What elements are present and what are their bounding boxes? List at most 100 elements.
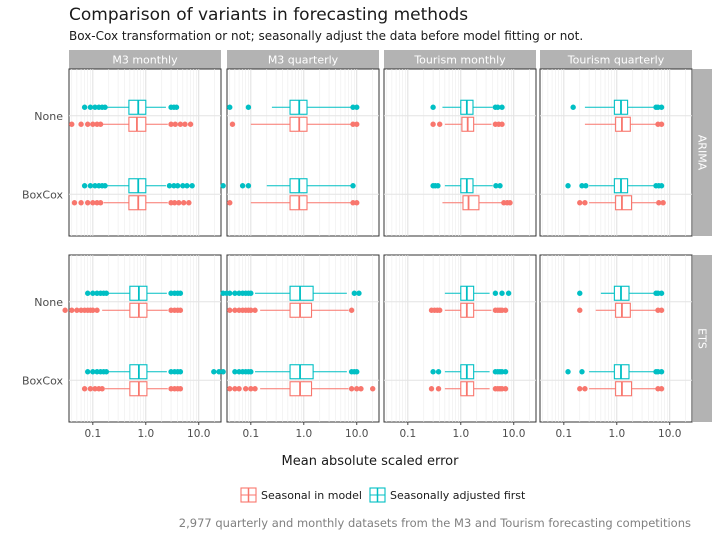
outlier-point [579, 369, 585, 375]
facet-panel [62, 254, 222, 423]
outlier-point [171, 183, 177, 189]
facet-strip-row [693, 255, 712, 422]
outlier-point [502, 386, 509, 392]
box-adjusted [577, 285, 665, 301]
outlier-point [69, 121, 75, 127]
facet-panel [220, 68, 380, 237]
outlier-point [81, 183, 88, 189]
outlier-point [85, 200, 91, 206]
box-seasonal [428, 302, 509, 318]
outlier-point [248, 290, 254, 296]
facet-strip [69, 50, 221, 69]
outlier-point [435, 183, 441, 189]
panel-border [539, 68, 693, 237]
outlier-point [62, 307, 68, 313]
outlier-point [87, 104, 94, 110]
panel-border [68, 68, 222, 237]
outlier-point [171, 200, 178, 206]
outlier-point [176, 200, 182, 206]
outlier-point [430, 104, 436, 110]
facet-row-label: ETS [696, 328, 709, 349]
outlier-point [658, 183, 665, 189]
outlier-point [350, 183, 356, 189]
outlier-point [99, 386, 105, 392]
outlier-point [245, 104, 252, 110]
x-tick-label: 0.1 [555, 428, 572, 440]
outlier-point [177, 121, 184, 127]
box-adjusted [565, 364, 665, 380]
outlier-point [570, 104, 576, 110]
outlier-point [430, 121, 436, 127]
panel-border [68, 254, 222, 423]
outlier-point [583, 183, 589, 189]
outlier-point [232, 307, 238, 313]
box-body [462, 195, 480, 211]
outlier-point [227, 290, 233, 296]
outlier-point [103, 290, 110, 296]
box-adjusted [570, 99, 665, 115]
outlier-point [236, 386, 242, 392]
outlier-point [499, 104, 505, 110]
outlier-point [184, 183, 190, 189]
box-seasonal [442, 195, 513, 211]
outlier-point [78, 121, 84, 127]
outlier-point [499, 121, 505, 127]
outlier-point [437, 121, 443, 127]
outlier-point [85, 121, 91, 127]
chart-caption: 2,977 quarterly and monthly datasets fro… [179, 516, 691, 530]
outlier-point [174, 183, 181, 189]
outlier-point [211, 369, 217, 375]
outlier-point [248, 386, 254, 392]
box-adjusted [85, 285, 184, 301]
outlier-point [582, 386, 588, 392]
y-tick-label: BoxCox [22, 188, 64, 201]
facet-strip [227, 50, 379, 69]
box-adjusted [227, 99, 360, 115]
outlier-point [354, 121, 360, 127]
outlier-point [92, 386, 98, 392]
box-seasonal [428, 381, 509, 397]
outlier-point [354, 104, 360, 110]
x-tick-label: 10.0 [658, 428, 681, 440]
legend-label: Seasonally adjusted first [390, 489, 526, 502]
outlier-point [102, 183, 108, 189]
y-tick-label: None [34, 296, 63, 309]
outlier-point [74, 307, 80, 313]
outlier-point [248, 307, 254, 313]
outlier-point [492, 290, 499, 296]
outlier-point [87, 386, 94, 392]
box-seasonal [69, 116, 194, 132]
outlier-point [430, 369, 436, 375]
outlier-point [565, 183, 571, 189]
outlier-point [435, 369, 442, 375]
box-adjusted [430, 178, 503, 194]
x-axis-label: Mean absolute scaled error [282, 454, 460, 469]
legend: Seasonal in model Seasonally adjusted fir… [240, 487, 526, 503]
box-body [289, 285, 314, 301]
outlier-point [187, 121, 194, 127]
outlier-point [351, 290, 358, 296]
outlier-point [354, 386, 360, 392]
facet-strip-label: M3 quarterly [268, 54, 339, 67]
outlier-point [92, 183, 98, 189]
outlier-point [658, 307, 665, 313]
outlier-point [97, 200, 104, 206]
outlier-point [81, 104, 88, 110]
outlier-point [497, 183, 503, 189]
outlier-point [189, 183, 195, 189]
outlier-point [350, 104, 356, 110]
outlier-point [658, 121, 665, 127]
legend-label: Seasonal in model [261, 489, 362, 502]
y-tick-label: BoxCox [22, 374, 64, 387]
outlier-point [428, 386, 435, 392]
facet-strip-label: M3 monthly [112, 54, 178, 67]
outlier-point [245, 183, 252, 189]
panel-border [226, 68, 380, 237]
outlier-point [660, 200, 666, 206]
box-seasonal [227, 381, 376, 397]
outlier-point [656, 200, 662, 206]
box-seasonal [577, 302, 665, 318]
outlier-point [248, 369, 254, 375]
x-tick-label: 10.0 [187, 428, 210, 440]
